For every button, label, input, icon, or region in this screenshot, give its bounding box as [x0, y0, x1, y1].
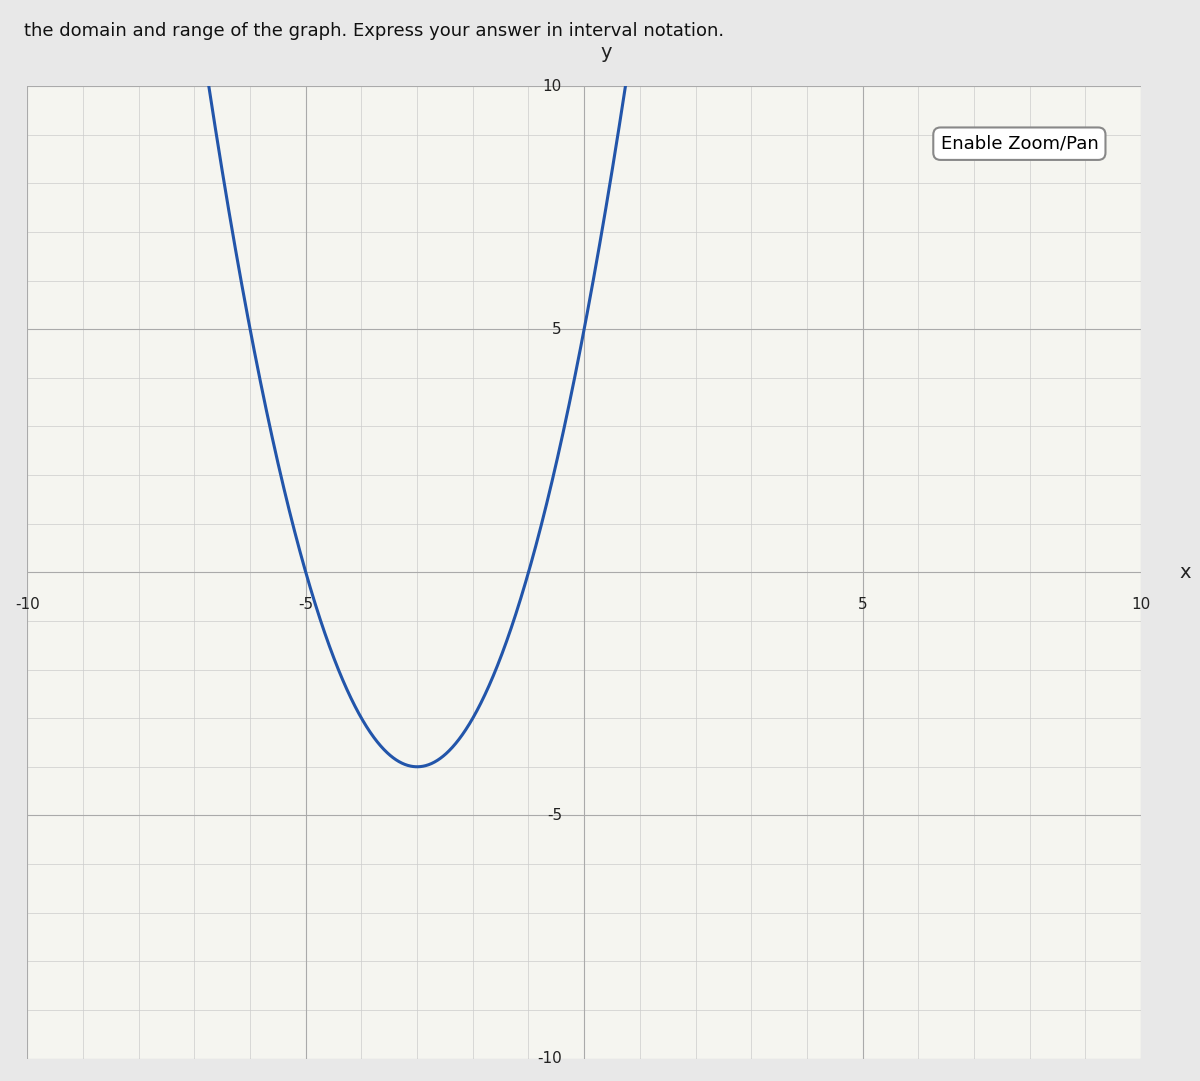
Text: 5: 5	[552, 322, 562, 336]
Text: -10: -10	[14, 597, 40, 612]
Text: -5: -5	[547, 808, 562, 823]
Text: 10: 10	[542, 79, 562, 94]
Text: y: y	[601, 42, 612, 62]
Text: 10: 10	[1132, 597, 1151, 612]
Text: -10: -10	[538, 1051, 562, 1066]
Text: x: x	[1180, 563, 1192, 582]
Text: 5: 5	[858, 597, 868, 612]
Text: Enable Zoom/Pan: Enable Zoom/Pan	[941, 135, 1098, 152]
Text: the domain and range of the graph. Express your answer in interval notation.: the domain and range of the graph. Expre…	[24, 22, 724, 40]
Text: -5: -5	[299, 597, 313, 612]
